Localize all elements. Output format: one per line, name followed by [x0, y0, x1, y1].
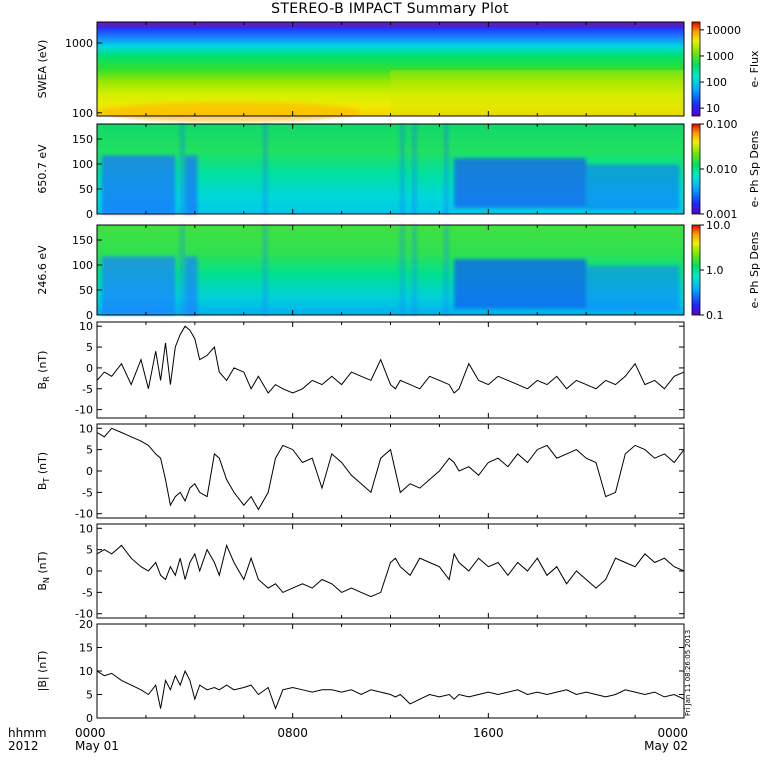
pad246-panel [97, 225, 684, 315]
colorbar-tick-label: 0.010 [706, 163, 738, 176]
y-tick-label: 0 [86, 465, 93, 478]
x-axis-left-label: 2012 [8, 739, 39, 753]
y-tick-label: -5 [82, 486, 93, 499]
bmag-series-line [96, 669, 685, 711]
y-tick-label: 10 [79, 522, 93, 535]
br-frame [96, 321, 685, 419]
y-axis-label: 650.7 eV [36, 144, 49, 194]
x-tick-date-label: May 02 [644, 739, 688, 753]
x-tick-label: 0000 [75, 726, 106, 740]
y-tick-label: -5 [82, 383, 93, 396]
colorbar-tick-label: 10 [706, 102, 720, 115]
y-tick-label: 5 [86, 689, 93, 702]
y-tick-label: -10 [75, 608, 93, 621]
y-tick-label: 0 [86, 565, 93, 578]
colorbar-tick-label: 1.0 [706, 264, 724, 277]
y-axis-label: BR (nT) [36, 351, 51, 390]
y-tick-label: 0 [86, 712, 93, 725]
pad650-panel [97, 124, 684, 214]
bn-series-line [96, 543, 685, 598]
pad-streak [180, 225, 185, 315]
x-tick-label: 1600 [473, 726, 504, 740]
colorbar-tick-label: 10.0 [706, 219, 731, 232]
swea-panel [97, 22, 684, 122]
bn-frame [96, 523, 685, 619]
y-tick-label: 0 [86, 309, 93, 322]
y-tick-label: 150 [72, 133, 93, 146]
pad-patch [185, 155, 198, 214]
colorbar-tick-label: 0.1 [706, 309, 724, 322]
colorbar-tick-label: 100 [706, 76, 727, 89]
y-tick-label: 10 [79, 665, 93, 678]
y-tick-label: 50 [79, 183, 93, 196]
swea-orange-patch [100, 102, 360, 122]
pad-streak [412, 225, 417, 315]
y-axis-label: 246.6 eV [36, 245, 49, 295]
y-tick-label: 5 [86, 341, 93, 354]
pad-patch [454, 259, 587, 309]
y-tick-label: 100 [72, 158, 93, 171]
pad-streak [400, 124, 405, 214]
y-tick-label: 150 [72, 234, 93, 247]
swea-heatmap [97, 22, 684, 116]
pad-patch [101, 155, 176, 214]
y-tick-label: 20 [79, 618, 93, 631]
colorbar-label: e- Flux [748, 50, 761, 88]
timestamp-stamp: Fri Jan 11 08:26:05 2013 [684, 629, 692, 716]
colorbar-tick-label: 10000 [706, 24, 741, 37]
pad-streak [180, 124, 185, 214]
y-tick-label: -5 [82, 586, 93, 599]
pad-streak [263, 124, 268, 214]
y-tick-label: 50 [79, 284, 93, 297]
y-tick-label: 100 [72, 107, 93, 120]
y-axis-label: |B| (nT) [36, 651, 49, 692]
y-tick-label: 5 [86, 544, 93, 557]
pad-streak [444, 225, 449, 315]
y-tick-label: 100 [72, 259, 93, 272]
pad-patch [586, 265, 680, 311]
colorbar-label: e- Ph Sp Dens [748, 231, 761, 308]
pad-patch [101, 256, 176, 315]
colorbars [691, 21, 701, 316]
x-axis-left-label: hhmm [8, 726, 47, 740]
pad-streak [263, 225, 268, 315]
y-tick-label: 10 [79, 320, 93, 333]
pad-streak [444, 124, 449, 214]
x-tick-date-label: May 01 [75, 739, 119, 753]
y-tick-label: 10 [79, 422, 93, 435]
y-tick-label: 0 [86, 208, 93, 221]
colorbar-tick-label: 1000 [706, 50, 734, 63]
bt-series-line [96, 427, 685, 511]
y-axis-label: BN (nT) [36, 551, 51, 590]
x-tick-label: 0000 [657, 726, 688, 740]
bt-frame [96, 423, 685, 519]
pad-patch [185, 256, 198, 315]
pad-streak [412, 124, 417, 214]
swea-right-region [390, 70, 684, 116]
colorbar-pad650 [691, 123, 701, 215]
pad-streak [400, 225, 405, 315]
y-tick-label: 0 [86, 362, 93, 375]
colorbar-tick-label: 0.001 [706, 208, 738, 221]
plot-title: STEREO-B IMPACT Summary Plot [271, 1, 509, 17]
y-axis-label: SWEA (eV) [36, 40, 49, 99]
colorbar-pad246 [691, 224, 701, 316]
colorbar-label: e- Ph Sp Dens [748, 130, 761, 207]
colorbar-swea [691, 21, 701, 117]
y-tick-label: -10 [75, 508, 93, 521]
y-tick-label: 5 [86, 444, 93, 457]
br-series-line [96, 325, 685, 394]
pad-patch [454, 158, 587, 208]
y-tick-label: 1000 [65, 37, 93, 50]
y-axis-label: BT (nT) [36, 452, 51, 490]
pad-patch [586, 164, 680, 210]
y-tick-label: -10 [75, 404, 93, 417]
colorbar-tick-label: 0.100 [706, 118, 738, 131]
y-tick-label: 15 [79, 642, 93, 655]
x-tick-label: 0800 [277, 726, 308, 740]
